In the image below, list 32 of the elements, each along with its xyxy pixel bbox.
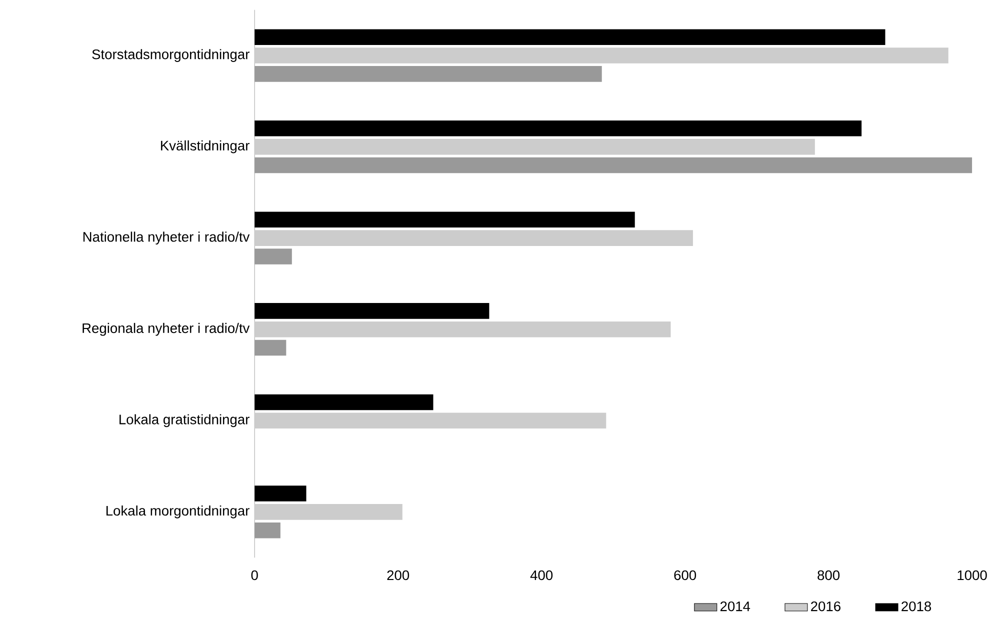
bar (254, 321, 671, 338)
bar (254, 28, 886, 45)
x-tick-label: 400 (530, 570, 553, 580)
bar (254, 138, 815, 154)
y-tick-label: Storstadsmorgontidningar (92, 48, 250, 62)
y-tick-label: Regionala nyheter i radio/tv (82, 322, 250, 336)
y-tick-label: Lokala gratistidningar (120, 414, 250, 427)
x-tick-label: 200 (387, 570, 410, 580)
bar (254, 66, 602, 82)
bar (254, 157, 972, 173)
bar (254, 302, 490, 319)
x-tick-label: 0 (251, 570, 258, 580)
bar (254, 47, 948, 64)
y-tick-label: Kvällstidningar (161, 140, 250, 154)
bar (254, 340, 286, 356)
x-tick-label: 1000 (958, 570, 987, 580)
y-tick-label: Nationella nyheter i radio/tv (83, 231, 250, 244)
x-tick-label: 600 (674, 570, 696, 580)
x-tick-label: 800 (818, 570, 840, 580)
bar (254, 248, 292, 264)
bar (254, 394, 434, 410)
legend-label: 2018 (902, 601, 932, 612)
bar (254, 485, 306, 502)
bar (254, 412, 606, 428)
bar (254, 212, 635, 228)
y-tick-label: Lokala morgontidningar (106, 505, 250, 518)
bar (254, 120, 862, 136)
bar (254, 522, 280, 538)
legend-label: 2014 (720, 601, 750, 612)
bar (254, 230, 693, 246)
legend-label: 2016 (811, 601, 840, 612)
bar (254, 504, 402, 520)
